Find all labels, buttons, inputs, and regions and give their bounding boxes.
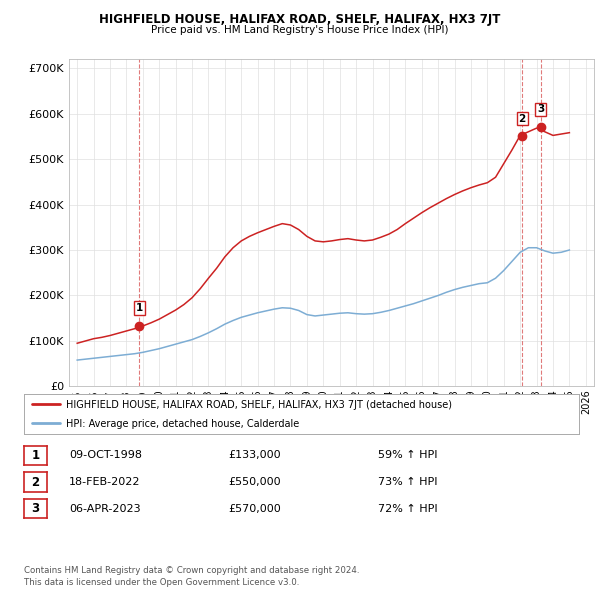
Text: 72% ↑ HPI: 72% ↑ HPI [378,504,437,513]
Text: 3: 3 [537,104,544,114]
Text: HIGHFIELD HOUSE, HALIFAX ROAD, SHELF, HALIFAX, HX3 7JT (detached house): HIGHFIELD HOUSE, HALIFAX ROAD, SHELF, HA… [65,400,452,410]
Text: 3: 3 [31,502,40,515]
Text: 59% ↑ HPI: 59% ↑ HPI [378,451,437,460]
Text: 06-APR-2023: 06-APR-2023 [69,504,140,513]
Text: 09-OCT-1998: 09-OCT-1998 [69,451,142,460]
Text: HPI: Average price, detached house, Calderdale: HPI: Average price, detached house, Cald… [65,419,299,428]
Text: 18-FEB-2022: 18-FEB-2022 [69,477,140,487]
Text: 2: 2 [31,476,40,489]
Text: £550,000: £550,000 [228,477,281,487]
Text: 1: 1 [136,303,143,313]
Text: £570,000: £570,000 [228,504,281,513]
Text: £133,000: £133,000 [228,451,281,460]
Text: HIGHFIELD HOUSE, HALIFAX ROAD, SHELF, HALIFAX, HX3 7JT: HIGHFIELD HOUSE, HALIFAX ROAD, SHELF, HA… [100,13,500,26]
Text: Contains HM Land Registry data © Crown copyright and database right 2024.
This d: Contains HM Land Registry data © Crown c… [24,566,359,587]
Text: 1: 1 [31,449,40,462]
Text: Price paid vs. HM Land Registry's House Price Index (HPI): Price paid vs. HM Land Registry's House … [151,25,449,35]
Text: 73% ↑ HPI: 73% ↑ HPI [378,477,437,487]
Text: 2: 2 [518,114,526,123]
